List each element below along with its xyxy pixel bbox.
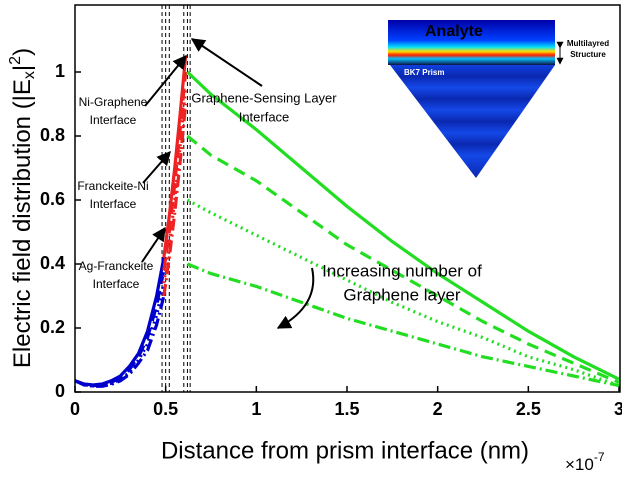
annotation: Increasing number of xyxy=(322,261,482,280)
annotation: Interface xyxy=(93,277,140,291)
x-tick-label: 2.5 xyxy=(516,399,541,419)
inset-structure-label: Structure xyxy=(570,50,606,59)
line-series xyxy=(164,104,186,296)
y-label-part: Electric field distribution (|E xyxy=(9,79,36,368)
inset-analyte-label: Analyte xyxy=(425,23,483,40)
x-multiplier-base: ×10 xyxy=(565,455,594,474)
annotation-arrow xyxy=(278,268,313,328)
inset: Analyte BK7 Prism Multilayred Structure xyxy=(388,20,609,178)
x-tick-label: 3 xyxy=(614,399,622,419)
x-tick-label: 0.5 xyxy=(153,399,178,419)
y-label-sub: x xyxy=(21,71,38,79)
inset-prism xyxy=(390,65,555,178)
x-multiplier: ×10-7 xyxy=(565,450,605,474)
y-tick-label: 0.8 xyxy=(40,125,65,145)
line-series xyxy=(187,264,619,386)
x-tick-label: 2 xyxy=(433,399,443,419)
line-series xyxy=(75,283,164,386)
y-tick-label: 1 xyxy=(55,61,65,81)
y-label-part: ) xyxy=(9,48,36,56)
inset-prism-label: BK7 Prism xyxy=(404,68,444,77)
annotation: Ni-Graphene xyxy=(79,95,148,109)
y-tick-label: 0 xyxy=(55,381,65,401)
x-tick-label: 1.5 xyxy=(334,399,359,419)
x-axis-label: Distance from prism interface (nm) xyxy=(161,437,529,464)
chart: Analyte BK7 Prism Multilayred Structure … xyxy=(0,0,622,481)
annotation: Interface xyxy=(90,113,137,127)
y-label-sup: 2 xyxy=(7,56,24,65)
line-series xyxy=(75,296,164,386)
annotation: Interface xyxy=(90,197,137,211)
x-multiplier-exp: -7 xyxy=(594,450,605,464)
annotation: Graphene-Sensing Layer xyxy=(191,90,337,105)
inset-structure-label: Multilayred xyxy=(567,39,609,48)
annotation: Interface xyxy=(239,109,290,124)
annotation: Franckeite-Ni xyxy=(77,179,148,193)
y-tick-label: 0.6 xyxy=(40,189,65,209)
x-tick-label: 1 xyxy=(251,399,261,419)
x-tick-label: 0 xyxy=(70,399,80,419)
annotation: Graphene layer xyxy=(343,285,461,304)
y-tick-label: 0.4 xyxy=(40,253,65,273)
y-axis-label: Electric field distribution (|Ex|2) xyxy=(7,48,38,368)
annotation-arrow xyxy=(192,39,262,86)
y-tick-label: 0.2 xyxy=(40,317,65,337)
